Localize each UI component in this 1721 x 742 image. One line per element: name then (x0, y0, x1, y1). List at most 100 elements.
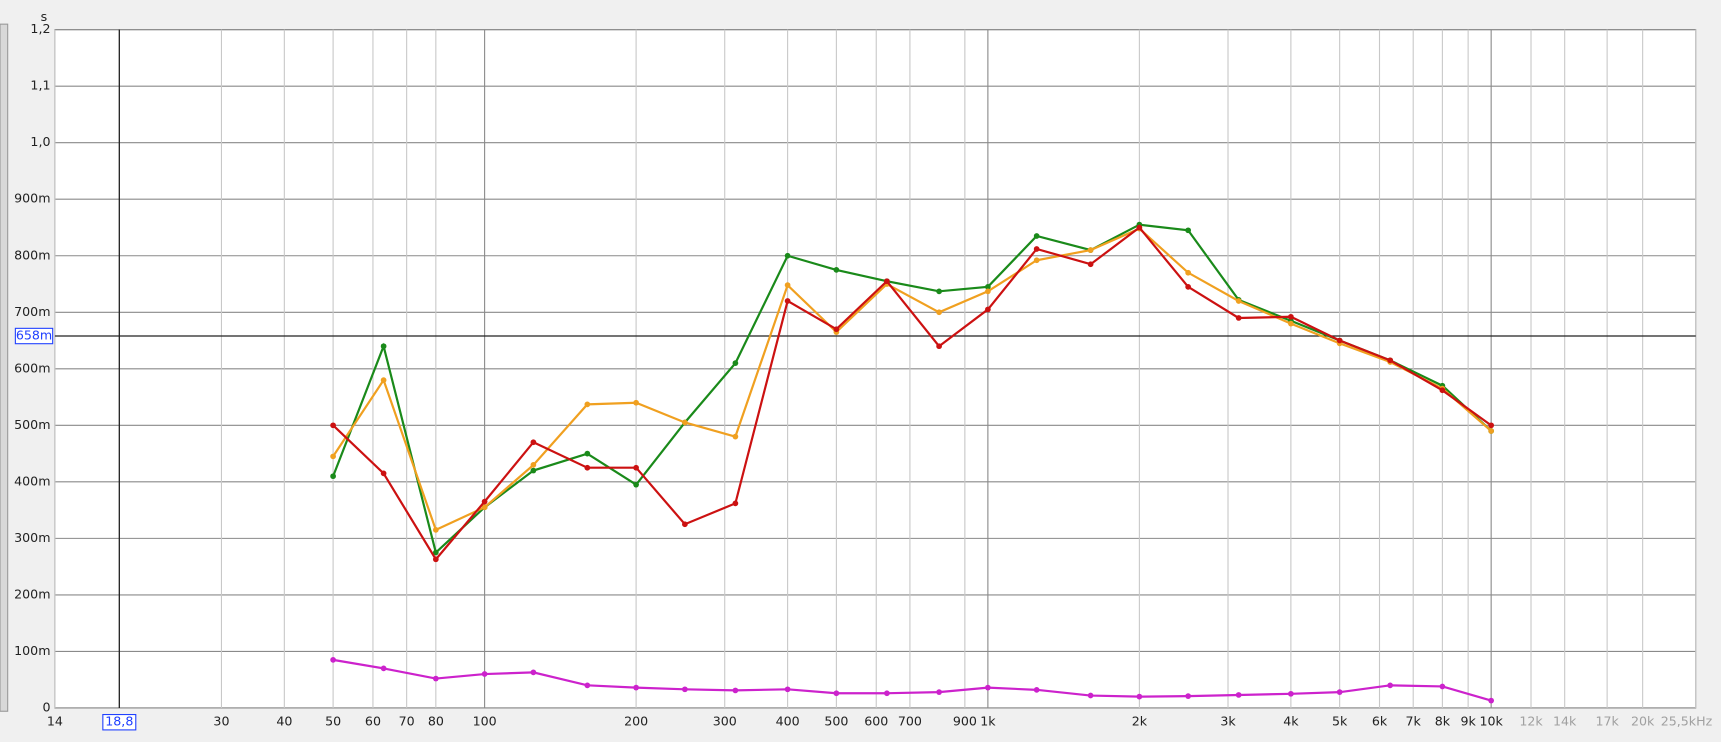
data-point (1439, 387, 1446, 394)
data-point (732, 500, 739, 507)
data-point (1033, 233, 1040, 239)
data-point (732, 433, 739, 440)
data-point (584, 464, 591, 471)
y-tick-label: 800m (14, 247, 50, 262)
data-point (380, 377, 387, 383)
data-point (1235, 298, 1242, 304)
data-point (432, 549, 439, 556)
data-point (985, 283, 991, 290)
y-tick-label: 900m (14, 191, 50, 206)
data-point (530, 439, 537, 446)
x-tick-label: 9k (1460, 714, 1476, 729)
x-tick-label: 14 (47, 714, 63, 729)
data-point (833, 690, 840, 697)
y-tick-label: 700m (14, 304, 50, 319)
data-point (584, 682, 591, 689)
data-point (330, 422, 336, 429)
data-point (1336, 337, 1343, 344)
data-point (936, 309, 942, 316)
x-tick-label: 5k (1332, 714, 1348, 729)
series-line (332, 227, 1492, 532)
data-point (784, 298, 791, 304)
x-tick-label: 40 (276, 714, 292, 729)
data-point (1439, 683, 1446, 690)
x-tick-label: 6k (1372, 714, 1388, 729)
data-point (936, 343, 942, 350)
data-point (1087, 261, 1094, 268)
x-tick-label: 700 (898, 714, 922, 729)
data-point (1136, 224, 1143, 231)
cursor-box (14, 327, 54, 345)
cursor-x-label: 18,8 (105, 714, 133, 729)
x-tick-label: 14k (1553, 714, 1577, 729)
data-point (330, 473, 336, 480)
data-point (1235, 692, 1242, 698)
x-tick-label: 500 (824, 714, 848, 729)
y-tick-label: 0 (42, 699, 50, 714)
x-tick-label: 80 (428, 714, 444, 729)
data-point (682, 686, 688, 693)
x-tick-label: 900 (953, 714, 977, 729)
x-tick-label: 2k (1132, 714, 1148, 729)
x-tick-label: 20k (1631, 714, 1655, 729)
data-point (633, 399, 639, 406)
data-point (584, 450, 591, 457)
y-tick-label: 400m (14, 473, 50, 488)
x-tick-label: 70 (399, 714, 415, 729)
x-tick-label: 10k (1479, 714, 1503, 729)
data-point (1288, 313, 1294, 320)
data-point (1288, 690, 1294, 697)
x-tick-label: 60 (365, 714, 381, 729)
y-axis-unit: s (41, 9, 48, 24)
side-scrollbar[interactable] (0, 23, 9, 712)
series-line (332, 226, 1492, 562)
data-point (1033, 257, 1040, 264)
data-point (833, 326, 840, 333)
y-tick-label: 100m (14, 643, 50, 658)
data-point (633, 464, 639, 471)
data-point (1185, 269, 1192, 276)
data-point (530, 467, 537, 474)
y-tick-label: 300m (14, 530, 50, 545)
data-point (1185, 283, 1192, 290)
data-point (1488, 428, 1495, 434)
data-point (1488, 422, 1495, 429)
data-point (833, 267, 840, 273)
data-point (936, 288, 942, 295)
data-point (1336, 689, 1343, 695)
x-tick-label: 3k (1220, 714, 1236, 729)
series-line (332, 658, 1492, 702)
data-point (985, 306, 991, 313)
x-tick-label: 12k (1519, 714, 1543, 729)
data-point (884, 690, 890, 697)
data-point (1387, 357, 1394, 364)
data-point (530, 669, 537, 676)
x-tick-label: 50 (325, 714, 341, 729)
x-tick-label: 100 (473, 714, 497, 729)
data-point (784, 282, 791, 289)
x-tick-label: 400 (776, 714, 800, 729)
data-point (985, 684, 991, 691)
y-tick-label: 1,2 (30, 21, 50, 36)
cursor-y-label: 658m (16, 328, 52, 343)
x-tick-label: 1k (980, 714, 996, 729)
y-tick-label: 1,1 (30, 78, 50, 93)
data-point (682, 521, 688, 528)
data-point (1087, 247, 1094, 253)
data-point (1288, 320, 1294, 327)
x-tick-label: 200 (624, 714, 648, 729)
data-point (985, 288, 991, 295)
data-point (330, 657, 336, 663)
data-point (1185, 693, 1192, 699)
x-tick-label: 8k (1435, 714, 1451, 729)
data-point (380, 665, 387, 672)
data-point (884, 278, 890, 285)
data-point (584, 401, 591, 408)
data-point (1033, 246, 1040, 252)
data-point (1235, 315, 1242, 321)
x-tick-label: 300 (713, 714, 737, 729)
data-point (732, 360, 739, 367)
data-point (432, 556, 439, 563)
